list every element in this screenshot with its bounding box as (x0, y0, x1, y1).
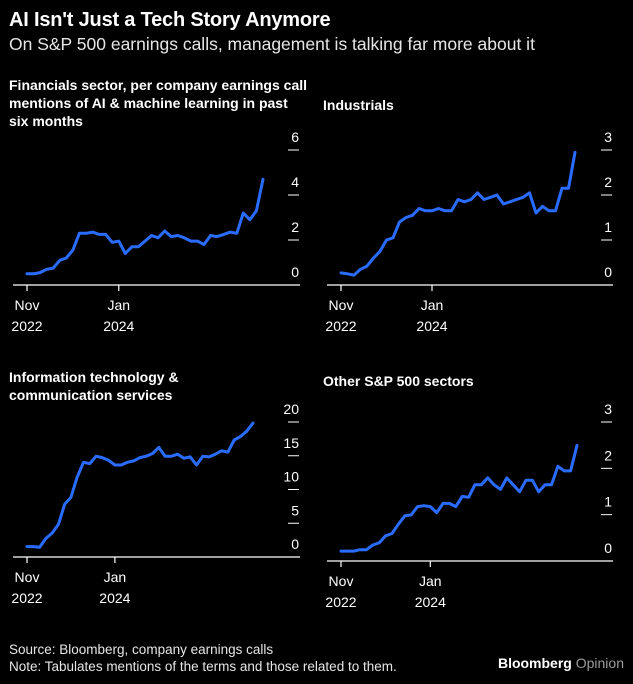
x-tick-label-month-info-tech-0: Nov (15, 569, 40, 585)
y-tick-label-other-sectors-1: 1 (604, 494, 612, 510)
y-tick-label-financials-1: 2 (291, 219, 299, 235)
x-tick-label-month-info-tech-1: Jan (104, 569, 127, 585)
y-tick-label-other-sectors-3: 3 (604, 401, 612, 417)
y-tick-label-industrials-1: 1 (604, 219, 612, 235)
brand-name: Bloomberg (497, 655, 572, 671)
y-tick-label-financials-3: 6 (291, 129, 299, 145)
y-tick-label-info-tech-2: 10 (283, 469, 299, 485)
chart-title: AI Isn't Just a Tech Story Anymore (9, 9, 331, 31)
y-tick-label-industrials-0: 0 (604, 264, 612, 280)
x-tick-label-year-financials-0: 2022 (11, 318, 42, 334)
y-tick-label-industrials-2: 2 (604, 174, 612, 190)
series-line-financials (25, 177, 265, 276)
series-line-industrials (339, 150, 577, 277)
x-tick-label-month-other-sectors-0: Nov (329, 573, 354, 589)
x-tick-label-year-industrials-1: 2024 (416, 318, 447, 334)
x-tick-label-month-other-sectors-1: Jan (419, 573, 442, 589)
x-tick-label-month-financials-0: Nov (15, 297, 40, 313)
x-tick-label-year-industrials-0: 2022 (325, 318, 356, 334)
x-tick-label-year-other-sectors-1: 2024 (415, 594, 446, 610)
y-tick-label-info-tech-3: 15 (283, 435, 299, 451)
y-tick-label-industrials-3: 3 (604, 129, 612, 145)
y-tick-label-info-tech-0: 0 (291, 536, 299, 552)
x-tick-label-year-other-sectors-0: 2022 (325, 594, 356, 610)
panel-title-financials: Financials sector, per company earnings … (9, 77, 308, 129)
panel-title-industrials: Industrials (323, 97, 394, 113)
x-tick-label-year-financials-1: 2024 (103, 318, 134, 334)
chart-subtitle: On S&P 500 earnings calls, management is… (9, 34, 535, 54)
y-tick-label-financials-2: 4 (291, 174, 299, 190)
x-tick-label-year-info-tech-1: 2024 (99, 590, 130, 606)
brand-suffix: Opinion (575, 655, 624, 671)
y-tick-label-financials-0: 0 (291, 264, 299, 280)
y-tick-label-info-tech-4: 20 (283, 401, 299, 417)
y-tick-label-other-sectors-0: 0 (604, 540, 612, 556)
x-tick-label-year-info-tech-0: 2022 (11, 590, 42, 606)
x-tick-label-month-industrials-1: Jan (421, 297, 444, 313)
y-tick-label-other-sectors-2: 2 (604, 447, 612, 463)
panel-title-other-sectors: Other S&P 500 sectors (323, 373, 474, 389)
footnote: Note: Tabulates mentions of the terms an… (9, 659, 397, 674)
x-tick-label-month-industrials-0: Nov (329, 297, 354, 313)
series-line-other-sectors (339, 443, 579, 553)
brand-logo: Bloomberg Opinion (498, 655, 624, 671)
source-note: Source: Bloomberg, company earnings call… (9, 642, 274, 657)
y-tick-label-info-tech-1: 5 (291, 502, 299, 518)
x-tick-label-month-financials-1: Jan (107, 297, 130, 313)
panel-title-info-tech: Information technology & communication s… (9, 369, 179, 403)
series-line-info-tech (25, 421, 255, 549)
